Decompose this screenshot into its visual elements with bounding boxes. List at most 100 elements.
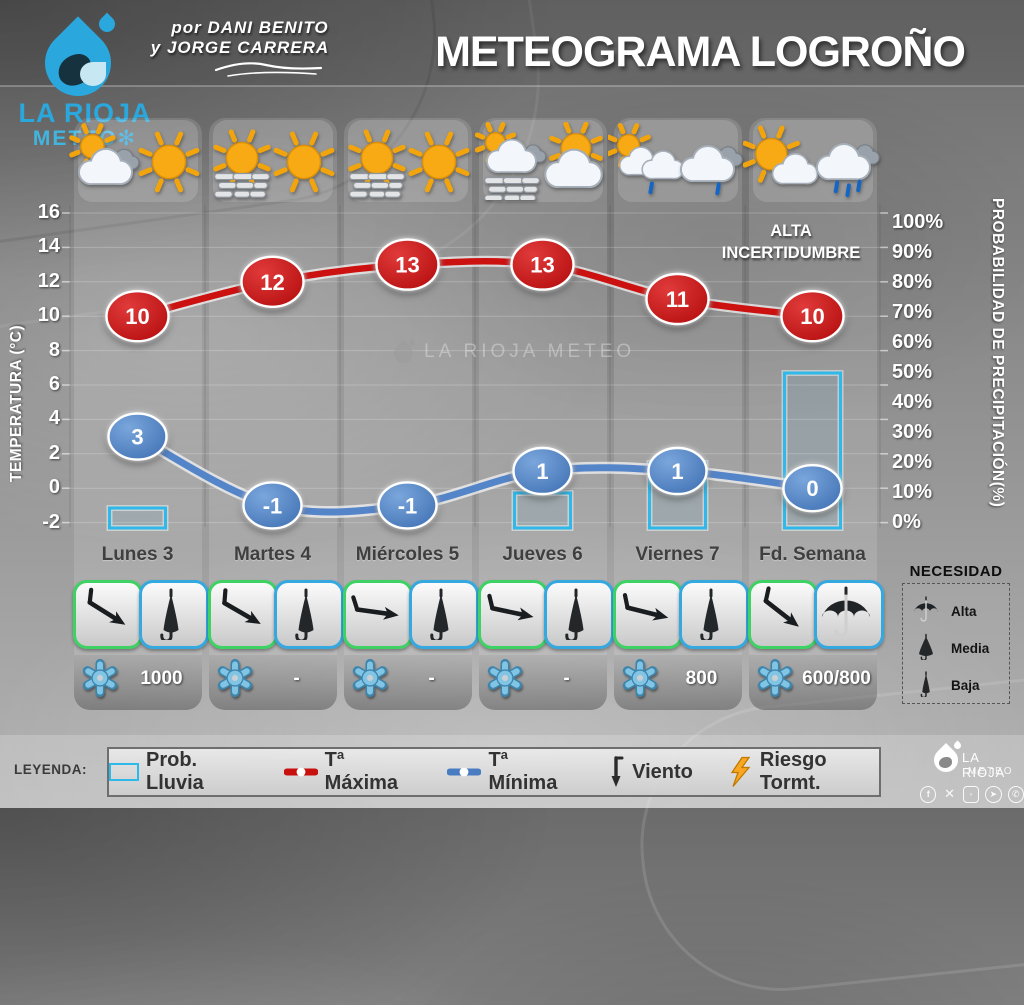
right-axis-tick: 100%	[892, 211, 944, 233]
umbrella-closed-icon	[911, 669, 941, 702]
wind-box	[477, 580, 548, 649]
water-drop-small-icon	[952, 740, 963, 751]
necesidad-item: Media	[911, 631, 1003, 665]
snowflake-icon: ✻	[117, 127, 138, 150]
snow-level-value: 1000	[140, 668, 183, 689]
left-axis-tick: 10	[37, 304, 60, 327]
umbrella-open-icon	[911, 595, 941, 628]
necesidad-item: Alta	[911, 594, 1003, 628]
page-title: METEOGRAMA LOGROÑO	[435, 28, 966, 76]
left-axis-tick: 4	[48, 407, 60, 430]
sun-icon	[130, 122, 208, 200]
right-axis-tick: 50%	[892, 361, 933, 383]
snow-level-icon	[350, 658, 392, 700]
facebook-icon: f	[919, 786, 937, 803]
credit-line-1: por DANI BENITO	[171, 18, 329, 37]
red-line-icon	[283, 765, 318, 779]
snow-level-value: 800	[685, 668, 718, 689]
left-axis-title: TEMPERATURA (°C)	[8, 324, 25, 482]
footer-logo-text2: METEO	[968, 766, 1014, 777]
wind-arrow-icon	[607, 755, 625, 789]
necesidad-title: NECESIDAD	[909, 563, 1003, 580]
legend-item: Tª Mínima	[447, 749, 571, 795]
svg-text:-1: -1	[263, 493, 283, 518]
snow-level-value: -	[563, 668, 570, 689]
legend-label: LEYENDA:	[14, 762, 88, 777]
umbrella-box	[408, 580, 479, 649]
telegram-icon: ➤	[985, 786, 1002, 803]
cloud-fog-sun-icon	[473, 121, 551, 202]
necesidad-legend-box: Alta Media Baja	[902, 583, 1010, 704]
svg-text:13: 13	[530, 253, 554, 278]
sun-cloud-drizzle-icon	[605, 122, 686, 200]
snow-level-icon	[755, 658, 797, 700]
day-label-3: Miércoles 5	[355, 544, 460, 565]
snow-level-value: 600/800	[802, 668, 871, 689]
legend-item-text: Tª Mínima	[488, 749, 558, 794]
right-axis-tick: 70%	[892, 301, 933, 323]
legend-box: Prob. Lluvia Tª Máxima Tª Mínima Viento Rie…	[107, 747, 881, 797]
logo-detail	[939, 757, 952, 768]
x-icon: ✕	[944, 786, 956, 801]
snow-level-icon	[215, 658, 257, 700]
sun-fog-icon	[338, 122, 416, 200]
legend-item: Viento	[607, 755, 693, 789]
snow-level-icon	[620, 658, 662, 700]
umbrella-box	[138, 580, 209, 649]
uncertainty-annotation: ALTA INCERTIDUMBRE	[700, 220, 882, 264]
svg-text:3: 3	[131, 425, 143, 450]
right-axis-tick: 60%	[892, 331, 933, 353]
sun-icon	[400, 122, 478, 200]
legend-item-text: Viento	[632, 760, 693, 783]
right-axis-title: PROBABILIDAD DE PRECIPITACIÓN(%)	[989, 198, 1006, 508]
svg-text:0: 0	[806, 476, 818, 501]
wind-box	[612, 580, 683, 649]
sun-icon	[265, 122, 343, 200]
cloud-rain-icon	[805, 122, 883, 200]
wind-box	[747, 580, 818, 649]
blue-line-icon	[447, 765, 482, 779]
annotation-line2: INCERTIDUMBRE	[721, 244, 861, 262]
umbrella-half-icon	[911, 632, 941, 665]
left-axis-tick: 8	[48, 338, 60, 361]
social-icons: f ✕ ◦ ➤ ✆	[919, 786, 1024, 803]
legend-item: Prob. Lluvia	[109, 749, 248, 795]
right-axis-tick: 20%	[892, 451, 933, 473]
lightning-icon	[729, 754, 753, 791]
right-axis-tick: 80%	[892, 271, 933, 293]
left-axis-tick: 14	[37, 235, 60, 258]
sun-cloud-grey-icon	[68, 122, 146, 200]
background-swoosh	[626, 661, 1024, 1005]
necesidad-item-label: Media	[951, 640, 990, 656]
logo-text-larioja: LA RIOJA	[18, 98, 152, 128]
credit-line-2: y JORGE CARRERA	[150, 38, 330, 57]
cloud-drizzle-icon	[670, 122, 748, 200]
day-label-2: Martes 4	[233, 544, 312, 565]
footer-logo-text1: LA RIOJA	[962, 750, 1006, 780]
left-axis-tick: 6	[48, 373, 60, 395]
watermark: LA RIOJA METEO	[390, 338, 635, 367]
right-axis-tick: 10%	[892, 481, 933, 503]
left-axis-tick: -2	[42, 510, 60, 533]
right-axis-tick: 0%	[892, 511, 921, 533]
necesidad-item-label: Alta	[951, 603, 977, 619]
header-band	[0, 0, 1024, 86]
umbrella-box	[543, 580, 614, 649]
logo-detail	[80, 62, 106, 86]
instagram-icon: ◦	[962, 786, 980, 803]
svg-text:10: 10	[800, 304, 824, 329]
umbrella-box	[273, 580, 344, 649]
legend-item: Riesgo Tormt.	[729, 749, 879, 795]
day-label-5: Viernes 7	[635, 544, 720, 565]
wind-box	[342, 580, 413, 649]
necesidad-item-label: Baja	[951, 677, 980, 693]
left-axis-tick: 2	[48, 441, 60, 464]
meteogram-chart: 3 -1 -1 1 1 0 10 12 13 13 11 10	[62, 205, 888, 535]
left-axis-tick: 12	[37, 269, 60, 292]
legend-item-text: Tª Máxima	[324, 749, 399, 794]
snow-level-icon	[80, 658, 122, 700]
svg-text:-1: -1	[398, 493, 418, 518]
svg-text:12: 12	[260, 270, 284, 295]
right-axis-tick: 30%	[892, 421, 933, 443]
signature-squiggle	[214, 62, 323, 77]
